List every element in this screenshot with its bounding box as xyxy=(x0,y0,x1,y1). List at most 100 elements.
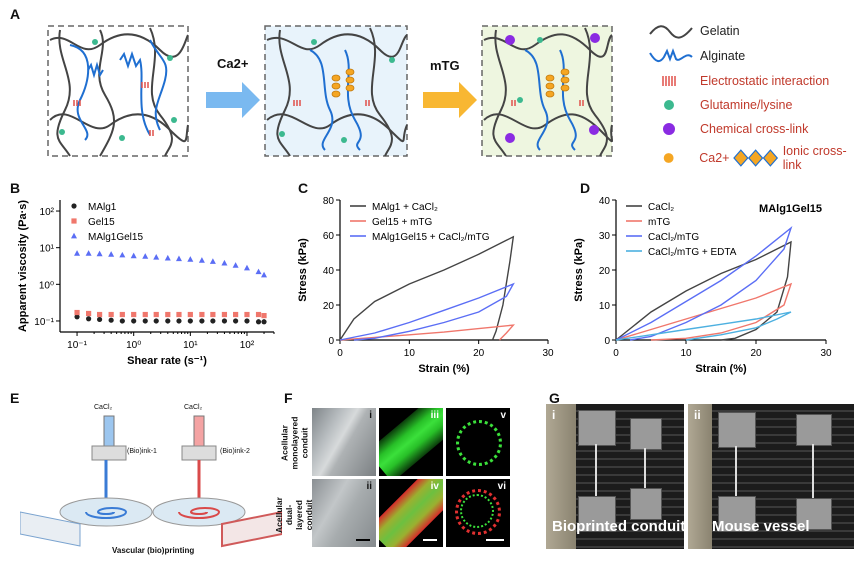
chart-title: MAlg1Gel15 xyxy=(759,203,822,215)
legend-gelatin: Gelatin xyxy=(648,22,740,40)
legend-marker xyxy=(71,218,77,224)
y-tick-label: 10 xyxy=(599,301,611,312)
data-point xyxy=(261,313,267,319)
series-line xyxy=(615,240,792,341)
data-point xyxy=(187,318,193,324)
data-point xyxy=(233,311,239,318)
data-point xyxy=(210,311,216,318)
legend-glutamine-label: Glutamine/lysine xyxy=(700,98,793,112)
electrostatic-marks-1 xyxy=(73,82,154,136)
y-tick-label: 80 xyxy=(323,196,335,207)
data-point xyxy=(165,311,171,318)
data-point xyxy=(108,251,115,257)
data-point xyxy=(233,318,239,324)
ca-dots-2 xyxy=(331,68,355,98)
chart-d-stress-strain: 0 10 20 30 0 10 20 30 40 Strain (%) Stress (kPa) MA… xyxy=(573,196,832,375)
data-point xyxy=(86,316,92,322)
data-point xyxy=(261,319,267,325)
legend-chemical: Chemical cross-link xyxy=(648,120,808,138)
data-point xyxy=(255,268,262,275)
legend-gelatin-label: Gelatin xyxy=(700,24,740,38)
data-point xyxy=(108,317,114,323)
data-point xyxy=(221,311,228,318)
e-left-cacl2: CaCl₂ xyxy=(94,404,113,411)
x-tick-label: 20 xyxy=(750,348,762,359)
arrow-mtg xyxy=(423,82,477,118)
f-row1-label: Acellular monolayered conduit xyxy=(279,416,310,470)
g-right-caption: Mouse vessel xyxy=(712,518,810,535)
arrow-mtg-label: mTG xyxy=(430,58,460,73)
data-point xyxy=(96,316,103,323)
right-printhead xyxy=(181,445,217,461)
legend-label: MAlg1Gel15 xyxy=(88,232,143,243)
x-tick-label: 10⁰ xyxy=(126,340,141,351)
y-tick-label: 20 xyxy=(323,301,335,312)
data-point xyxy=(221,318,228,324)
f-brightfield-mono: i xyxy=(312,408,376,476)
f-brightfield-dual: ii xyxy=(312,479,376,547)
data-point xyxy=(85,250,92,256)
data-point xyxy=(244,311,250,318)
data-point xyxy=(199,311,205,318)
g-bioprinted-photo: i xyxy=(546,404,684,549)
series-line xyxy=(339,235,515,341)
panel-label-d: D xyxy=(580,180,591,196)
data-point xyxy=(74,309,80,316)
x-tick-label: 0 xyxy=(337,348,343,359)
y-axis-label: Apparent viscosity (Pa·s) xyxy=(17,200,29,332)
data-point xyxy=(199,318,205,324)
g-label-ii: ii xyxy=(694,408,701,422)
right-spiral xyxy=(178,507,221,519)
left-printhead xyxy=(91,445,127,461)
legend-electrostatic-label: Electrostatic interaction xyxy=(700,74,830,88)
y-tick-label: 10² xyxy=(40,207,55,218)
y-axis-label: Stress (kPa) xyxy=(297,238,309,302)
data-point xyxy=(232,262,239,268)
data-point xyxy=(142,318,148,324)
f-row1-label-wrap: Acellular monolayered conduit xyxy=(277,408,311,478)
data-point xyxy=(176,318,182,324)
legend-ca: Ca2+ Ionic cross-link xyxy=(648,144,864,172)
ionic-crosslink-icon xyxy=(733,149,779,167)
legend-alginate-label: Alginate xyxy=(700,49,746,63)
panel-label-g: G xyxy=(549,390,560,406)
data-point xyxy=(74,314,80,320)
network-box-1 xyxy=(47,25,189,157)
series-line xyxy=(339,282,515,341)
legend-label: MAlg1 xyxy=(88,202,117,213)
y-tick-label: 0 xyxy=(328,336,334,347)
x-tick-label: 10¹ xyxy=(183,340,198,351)
y-tick-label: 10⁰ xyxy=(39,280,54,291)
glutamine-icon xyxy=(664,100,674,110)
data-point xyxy=(210,318,216,324)
y-tick-label: 60 xyxy=(323,231,335,242)
series-line xyxy=(615,311,792,341)
x-tick-label: 10 xyxy=(404,348,416,359)
x-axis-label: Shear rate (s⁻¹) xyxy=(127,355,207,367)
legend-label: mTG xyxy=(648,217,670,228)
data-point xyxy=(108,311,114,318)
y-tick-label: 20 xyxy=(599,266,611,277)
legend-glutamine: Glutamine/lysine xyxy=(648,96,792,114)
legend-label: CaCl₂/mTG xyxy=(648,232,699,243)
legend-label: Gel15 xyxy=(88,217,115,228)
data-point xyxy=(221,259,228,266)
data-point xyxy=(142,311,148,318)
y-tick-label: 30 xyxy=(599,231,611,242)
left-nozzle-tube xyxy=(103,415,115,447)
panel-a-schematic xyxy=(47,25,613,157)
data-point xyxy=(165,318,171,324)
e-ink2: (Bio)ink-2 xyxy=(220,448,250,455)
x-tick-label: 30 xyxy=(820,348,832,359)
panel-label-f: F xyxy=(284,390,293,406)
chart-c-stress-strain: 0 10 20 30 0 20 40 60 80 Strain (%) Stress (kPa) MA… xyxy=(297,196,554,375)
f-label-i: i xyxy=(369,410,372,421)
data-point xyxy=(187,311,193,318)
data-point xyxy=(96,311,103,318)
data-point xyxy=(255,319,262,325)
legend-marker xyxy=(71,203,77,209)
electrostatic-icon xyxy=(662,76,676,86)
series-line xyxy=(615,225,793,341)
data-point xyxy=(153,311,159,318)
legend-label: MAlg1 + CaCl₂ xyxy=(372,202,438,213)
